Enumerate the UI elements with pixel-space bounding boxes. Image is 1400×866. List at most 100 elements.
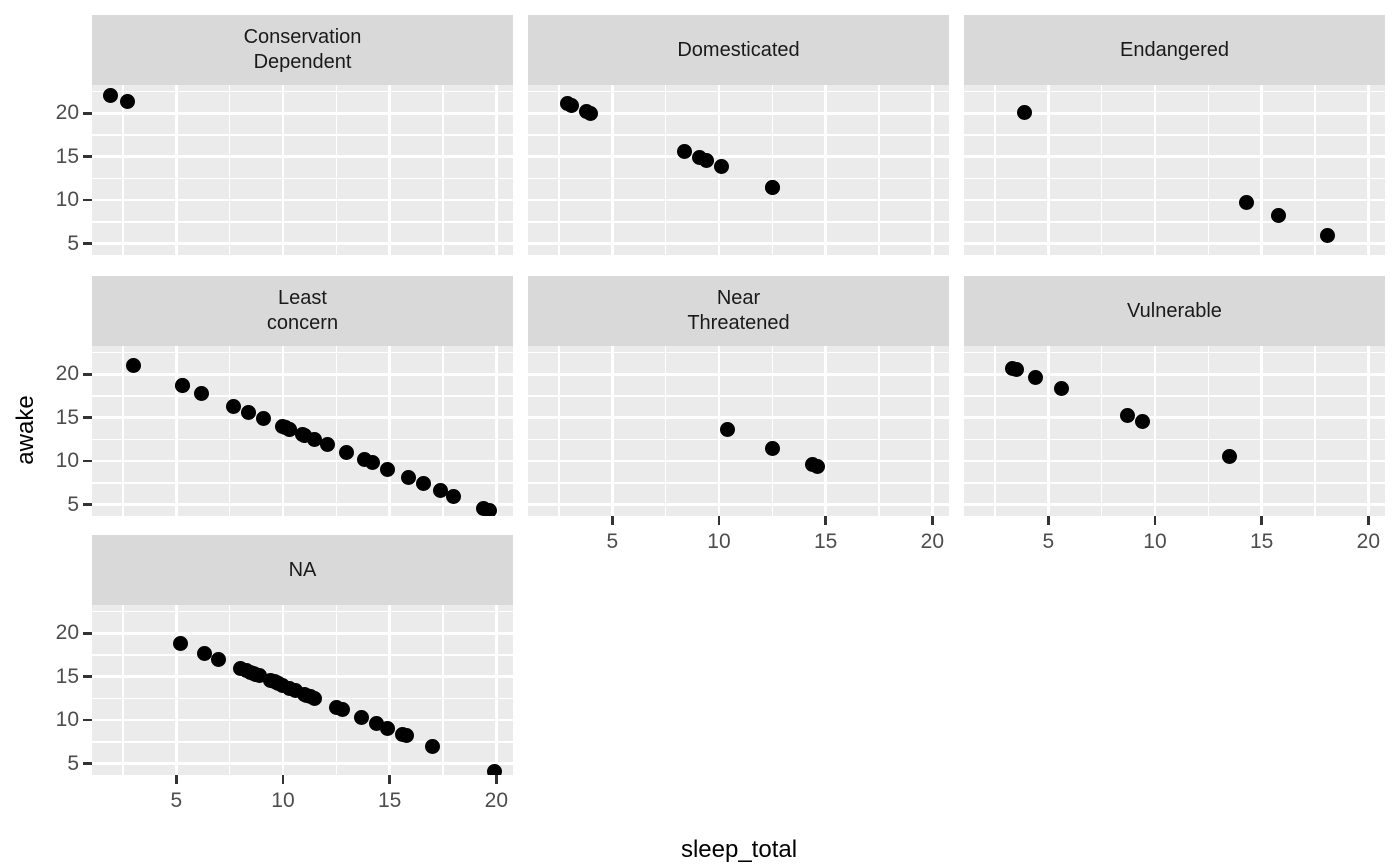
y-axis-tick-label: 20 xyxy=(55,101,79,125)
minor-gridline-horizontal xyxy=(964,177,1385,180)
minor-gridline-vertical xyxy=(878,85,880,255)
x-axis-tick-mark xyxy=(1047,516,1050,525)
y-axis-tick-label: 20 xyxy=(55,362,79,386)
facet-plot-area-vulnerable xyxy=(964,346,1385,516)
x-axis-tick-mark xyxy=(1367,516,1370,525)
data-point xyxy=(380,720,396,736)
major-gridline-horizontal xyxy=(92,373,513,376)
facet-strip-conservation-dependent: Conservation Dependent xyxy=(92,15,513,85)
major-gridline-vertical xyxy=(717,346,721,516)
data-point xyxy=(486,764,502,775)
minor-gridline-vertical xyxy=(335,85,337,255)
data-point xyxy=(320,437,336,453)
major-gridline-vertical xyxy=(1153,346,1157,516)
major-gridline-horizontal xyxy=(92,242,513,245)
facet-strip-label: Near xyxy=(716,287,761,309)
major-gridline-vertical xyxy=(1367,346,1370,516)
minor-gridline-horizontal xyxy=(964,438,1385,441)
x-axis-tick-mark xyxy=(388,775,391,784)
minor-gridline-vertical xyxy=(122,85,124,255)
major-gridline-vertical xyxy=(175,85,178,255)
x-axis-tick-label: 10 xyxy=(1143,530,1167,553)
major-gridline-vertical xyxy=(1260,85,1263,255)
major-gridline-vertical xyxy=(1047,85,1050,255)
data-point xyxy=(764,440,780,456)
facet-strip-label: Threatened xyxy=(687,312,790,334)
data-point xyxy=(583,105,599,121)
x-axis-title: sleep_total xyxy=(680,836,798,863)
y-axis-tick-label: 20 xyxy=(55,621,79,645)
minor-gridline-vertical xyxy=(771,346,773,516)
x-axis-tick-label: 5 xyxy=(606,530,619,553)
data-point xyxy=(173,636,189,652)
data-point xyxy=(677,144,693,160)
major-gridline-vertical xyxy=(1153,85,1157,255)
facet-strip-vulnerable: Vulnerable xyxy=(964,276,1385,346)
major-gridline-vertical xyxy=(1047,346,1050,516)
x-axis-tick-label: 15 xyxy=(813,530,838,553)
data-point xyxy=(365,455,381,471)
facet-strip-least-concern: Least concern xyxy=(92,276,513,346)
minor-gridline-horizontal xyxy=(92,134,513,136)
data-point xyxy=(196,645,212,661)
minor-gridline-horizontal xyxy=(528,351,949,354)
x-axis-tick-mark xyxy=(611,516,614,525)
x-axis-tick-label: 15 xyxy=(1249,530,1274,553)
facet-strip-label: Endangered xyxy=(1120,38,1229,61)
major-gridline-horizontal xyxy=(964,242,1385,245)
y-axis-tick-label: 5 xyxy=(67,492,79,516)
data-point xyxy=(339,445,355,461)
x-axis-tick-label: 10 xyxy=(271,789,295,812)
major-gridline-horizontal xyxy=(92,198,513,202)
data-point xyxy=(1271,208,1287,224)
major-gridline-horizontal xyxy=(964,373,1385,376)
major-gridline-horizontal xyxy=(92,459,513,463)
minor-gridline-horizontal xyxy=(92,741,513,743)
y-axis-title: awake xyxy=(12,395,39,465)
x-axis-tick-mark xyxy=(717,516,721,525)
facet-strip-endangered: Endangered xyxy=(964,15,1385,85)
data-point xyxy=(1027,370,1043,386)
major-gridline-horizontal xyxy=(92,155,513,158)
x-axis-tick-mark xyxy=(175,775,178,784)
major-gridline-vertical xyxy=(175,605,178,775)
data-point xyxy=(1320,228,1336,244)
y-axis-tick-mark xyxy=(83,675,92,678)
y-axis-tick-mark xyxy=(83,155,92,158)
y-axis-tick-mark xyxy=(83,242,92,245)
data-point xyxy=(307,431,323,447)
major-gridline-vertical xyxy=(495,85,498,255)
minor-gridline-vertical xyxy=(442,346,444,516)
minor-gridline-horizontal xyxy=(964,482,1385,484)
minor-gridline-horizontal xyxy=(528,395,949,397)
x-axis-tick-mark xyxy=(495,775,498,784)
data-point xyxy=(482,503,498,516)
minor-gridline-horizontal xyxy=(92,610,513,613)
major-gridline-vertical xyxy=(611,85,614,255)
data-point xyxy=(698,152,714,168)
x-axis-tick-mark xyxy=(281,775,285,784)
data-point xyxy=(126,358,142,374)
major-gridline-vertical xyxy=(495,605,498,775)
major-gridline-vertical xyxy=(495,346,498,516)
y-axis-tick-label: 5 xyxy=(67,231,79,255)
x-axis-tick-label: 20 xyxy=(920,530,945,553)
minor-gridline-vertical xyxy=(229,85,231,255)
minor-gridline-vertical xyxy=(994,346,996,516)
minor-gridline-horizontal xyxy=(92,177,513,180)
minor-gridline-vertical xyxy=(771,85,773,255)
x-axis-tick-label: 15 xyxy=(377,789,402,812)
minor-gridline-horizontal xyxy=(964,221,1385,223)
facet-plot-area-conservation-dependent xyxy=(92,85,513,255)
data-point xyxy=(211,651,227,667)
facet-strip-label: Domesticated xyxy=(677,38,800,61)
minor-gridline-horizontal xyxy=(92,221,513,223)
minor-gridline-vertical xyxy=(335,605,337,775)
minor-gridline-horizontal xyxy=(528,438,949,441)
major-gridline-vertical xyxy=(388,605,391,775)
major-gridline-horizontal xyxy=(964,155,1385,158)
major-gridline-horizontal xyxy=(92,503,513,506)
y-axis-tick-label: 10 xyxy=(55,449,79,473)
data-point xyxy=(119,94,135,110)
facet-strip-na: NA xyxy=(92,535,513,605)
